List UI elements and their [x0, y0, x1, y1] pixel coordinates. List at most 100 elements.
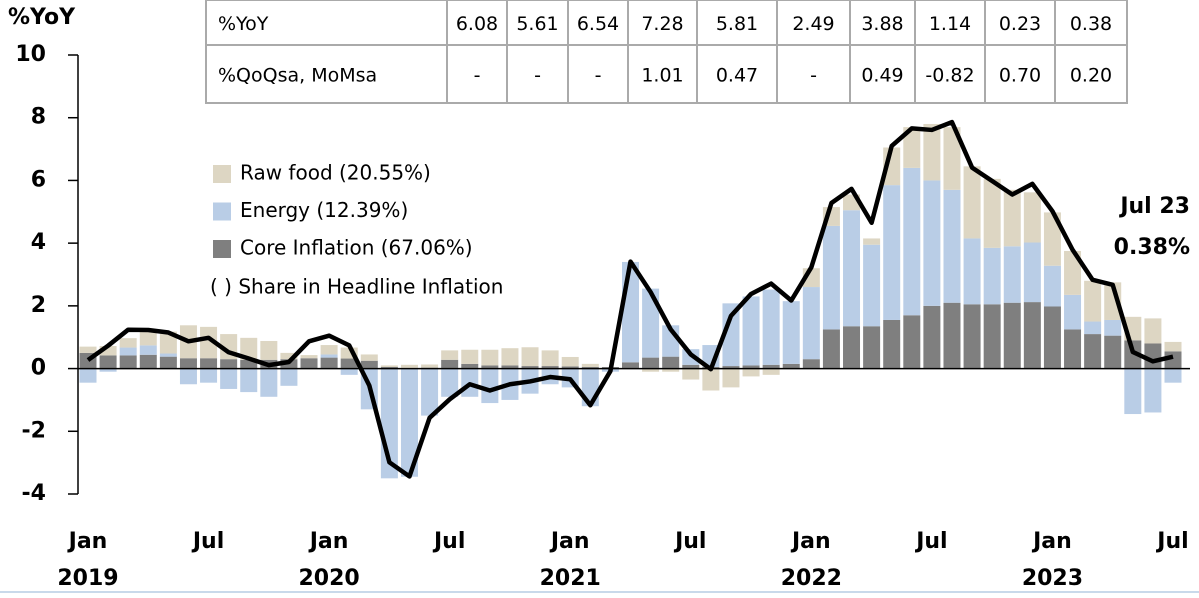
x-tick-label: Jan [549, 529, 590, 554]
y-tick-label: 8 [31, 105, 46, 130]
bar-segment [1124, 340, 1142, 369]
x-year-label: 2019 [57, 566, 118, 591]
bar-segment [1064, 250, 1082, 295]
table-cell: 0.49 [861, 65, 903, 87]
bar-segment [1164, 368, 1182, 383]
bar-segment [923, 305, 941, 369]
bars [79, 123, 1182, 479]
table-cell: 1.01 [641, 65, 683, 87]
legend-label: Raw food (20.55%) [240, 161, 431, 185]
bar-segment [159, 353, 177, 357]
bar-segment [119, 338, 137, 348]
bar-segment [802, 359, 820, 369]
bar-segment [1084, 334, 1102, 369]
bar-segment [581, 363, 599, 368]
bar-segment [1043, 306, 1061, 369]
bar-segment [79, 368, 97, 383]
bar-segment [320, 354, 338, 358]
bar-segment [200, 358, 218, 369]
bar-segment [1003, 189, 1021, 247]
bar-segment [380, 367, 398, 369]
bar-segment [722, 303, 740, 367]
bar-segment [762, 364, 780, 369]
bar-segment [722, 366, 740, 369]
bar-segment [963, 304, 981, 369]
bar-segment [883, 185, 901, 320]
bar-segment [682, 368, 700, 380]
bar-segment [360, 354, 378, 361]
bar-segment [963, 238, 981, 305]
bar-segment [179, 358, 197, 369]
table-bg [205, 0, 1128, 104]
table-cell: -0.82 [925, 65, 974, 87]
bar-segment [481, 368, 499, 404]
bar-segment [1104, 319, 1122, 336]
x-year-label: 2021 [540, 566, 601, 591]
x-year-label: 2022 [781, 566, 842, 591]
table-cell: - [810, 65, 817, 87]
bar-segment [300, 358, 318, 369]
bar-segment [421, 364, 439, 368]
table-cell: 0.38 [1070, 13, 1112, 35]
bar-segment [441, 359, 459, 369]
bar-segment [1064, 329, 1082, 369]
bar-segment [1144, 368, 1162, 413]
y-tick-label: -2 [22, 418, 46, 443]
table-row-label: %YoY [218, 13, 269, 35]
bar-segment [421, 368, 439, 416]
bar-segment [320, 357, 338, 369]
table-cell: 0.70 [999, 65, 1041, 87]
x-tick-label: Jul [673, 529, 706, 554]
bar-segment [200, 368, 218, 383]
bar-segment [742, 368, 760, 377]
bar-segment [782, 363, 800, 369]
bar-segment [99, 355, 117, 369]
bar-segment [461, 349, 479, 364]
x-tick-label: Jul [191, 529, 224, 554]
x-year-label: 2020 [298, 566, 359, 591]
bar-segment [782, 301, 800, 364]
bar-segment [300, 355, 318, 359]
bar-segment [742, 296, 760, 366]
bar-segment [622, 362, 639, 369]
bar-segment [722, 368, 740, 388]
bar-segment [923, 180, 941, 306]
bar-segment [441, 368, 459, 397]
bar-segment [119, 347, 137, 356]
bar-segment [662, 368, 680, 372]
bar-segment [139, 329, 157, 346]
bar-segment [762, 368, 780, 375]
bar-segment [159, 356, 177, 369]
x-tick-label: Jan [308, 529, 349, 554]
bar-segment [139, 354, 157, 369]
bar-segment [1003, 246, 1021, 303]
bar-segment [983, 247, 1001, 305]
bar-segment [541, 350, 559, 367]
bar-segment [561, 366, 579, 369]
bar-segment [1084, 321, 1102, 335]
bar-segment [481, 349, 499, 366]
bar-segment [883, 319, 901, 369]
bar-segment [119, 355, 137, 369]
table-cell: 6.08 [456, 13, 498, 35]
bar-segment [1023, 302, 1041, 369]
legend-note: ( ) Share in Headline Inflation [210, 275, 503, 299]
y-tick-label: 10 [15, 42, 46, 67]
bar-segment [843, 326, 861, 369]
bar-segment [1164, 341, 1182, 352]
annotation: Jul 23 [1118, 194, 1190, 219]
table-cell: 5.81 [716, 13, 758, 35]
y-tick-label: 6 [31, 167, 46, 192]
bar-segment [99, 345, 117, 356]
bar-segment [220, 368, 238, 389]
table-cell: 5.61 [516, 13, 558, 35]
x-tick-label: Jan [790, 529, 831, 554]
x-tick-label: Jul [432, 529, 465, 554]
table-cell: 0.47 [716, 65, 758, 87]
bar-segment [762, 289, 780, 365]
bar-segment [943, 127, 961, 190]
table-cell: 3.88 [861, 13, 903, 35]
bar-segment [99, 368, 117, 372]
bar-segment [983, 304, 1001, 369]
